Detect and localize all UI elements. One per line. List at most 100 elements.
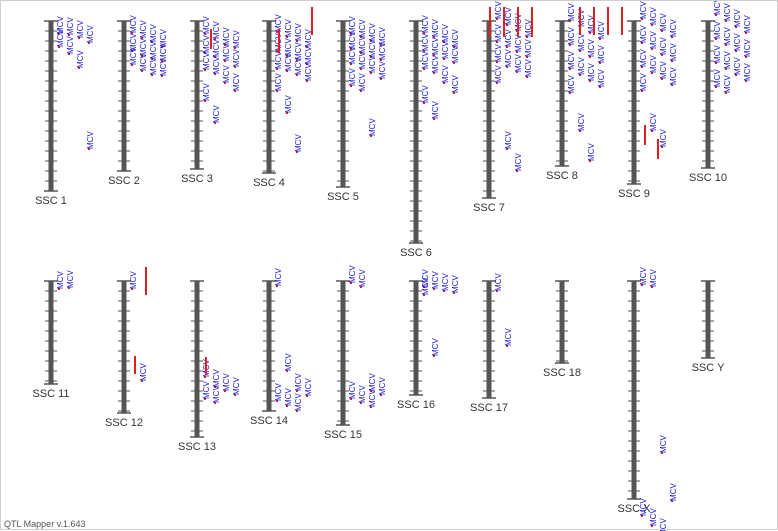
- qtl-marker-dot: [151, 58, 153, 60]
- qtl-marker-dot: [214, 122, 216, 124]
- qtl-label: MCV: [649, 7, 658, 25]
- qtl-marker-dot: [286, 405, 288, 407]
- qtl-label: MCV: [358, 73, 367, 91]
- chromosome-ssc-18: SSC 18: [543, 280, 581, 379]
- qtl-label: MCV: [514, 54, 523, 72]
- qtl-label: MCV: [149, 41, 158, 59]
- qtl-mark: MCV: [713, 21, 722, 40]
- qtl-mark: MCV: [358, 35, 367, 54]
- qtl-marker-dot: [224, 60, 226, 62]
- qtl-mark: MCV: [723, 75, 732, 94]
- qtl-marker-dot: [161, 46, 163, 48]
- qtl-mark: MCV: [284, 388, 293, 407]
- chromosome-bar: [121, 21, 127, 171]
- qtl-label: MCV: [567, 51, 576, 69]
- qtl-marker-dot: [589, 160, 591, 162]
- qtl-mark: MCV: [451, 29, 460, 48]
- qtl-label: MCV: [421, 15, 430, 33]
- chromosome-bar: [559, 21, 565, 166]
- qtl-marker-dot: [141, 380, 143, 382]
- qtl-label: MCV: [743, 63, 752, 81]
- qtl-marker-dot: [735, 74, 737, 76]
- qtl-marker-dot: [423, 294, 425, 296]
- qtl-mark: MCV: [358, 51, 367, 70]
- qtl-label: MCV: [274, 383, 283, 401]
- chromosome-label: SSC 17: [470, 402, 508, 414]
- qtl-mark: MCV: [567, 51, 576, 70]
- qtl-marker-dot: [204, 52, 206, 54]
- qtl-marker-dot: [671, 60, 673, 62]
- qtl-marker-dot: [380, 394, 382, 396]
- qtl-label: MCV: [149, 57, 158, 75]
- qtl-marker-dot: [350, 282, 352, 284]
- qtl-label: MCV: [494, 65, 503, 83]
- qtl-mark: MCV: [659, 61, 668, 80]
- qtl-label: MCV: [222, 373, 231, 391]
- qtl-mark: MCV: [577, 33, 586, 52]
- qtl-marker-dot: [296, 74, 298, 76]
- qtl-label: MCV: [202, 83, 211, 101]
- qtl-label: MCV: [368, 373, 377, 391]
- chromosome-label: SSC 18: [543, 367, 581, 379]
- qtl-marker-dot: [506, 345, 508, 347]
- qtl-marker-dot: [360, 90, 362, 92]
- qtl-mark: MCV: [274, 51, 283, 70]
- qtl-label: MCV: [139, 20, 148, 38]
- qtl-label: MCV: [421, 277, 430, 295]
- chromosome-label: SSC 9: [618, 188, 650, 200]
- qtl-mark: MCV: [378, 377, 387, 396]
- qtl-label: MCV: [639, 73, 648, 91]
- qtl-label: MCV: [232, 49, 241, 67]
- qtl-mark: MCV: [358, 73, 367, 92]
- qtl-mark: MCV: [451, 45, 460, 64]
- chromosome-label: SSC 10: [689, 172, 727, 184]
- qtl-label: MCV: [86, 131, 95, 149]
- qtl-label: MCV: [669, 67, 678, 85]
- qtl-mark: MCV: [733, 57, 742, 76]
- qtl-marker-dot: [641, 42, 643, 44]
- qtl-label: MCV: [56, 29, 65, 47]
- qtl-marker-dot: [735, 26, 737, 28]
- qtl-mark: MCV: [441, 24, 450, 43]
- qtl-mark: MCV: [514, 54, 523, 73]
- qtl-mark: MCV: [86, 131, 95, 150]
- qtl-marker-dot: [496, 41, 498, 43]
- qtl-mark: MCV: [494, 273, 503, 292]
- qtl-marker-dot: [224, 390, 226, 392]
- qtl-mark: MCV: [348, 46, 357, 65]
- qtl-interval-bar: [657, 139, 659, 159]
- qtl-marker-dot: [641, 515, 643, 517]
- qtl-label: MCV: [348, 16, 357, 34]
- qtl-mark: MCV: [713, 45, 722, 64]
- qtl-marker-dot: [370, 390, 372, 392]
- qtl-label: MCV: [723, 75, 732, 93]
- qtl-label: MCV: [733, 9, 742, 27]
- qtl-label: MCV: [284, 95, 293, 113]
- qtl-mark: MCV: [514, 34, 523, 53]
- qtl-marker-dot: [141, 55, 143, 57]
- qtl-label: MCV: [587, 143, 596, 161]
- qtl-mark: MCV: [86, 25, 95, 44]
- qtl-mark: MCV: [368, 373, 377, 392]
- chromosome-label: SSC 7: [473, 202, 505, 214]
- qtl-marker-dot: [204, 69, 206, 71]
- qtl-interval-bar: [311, 7, 313, 35]
- qtl-marker-dot: [306, 63, 308, 65]
- qtl-mark: MCV: [743, 39, 752, 58]
- qtl-label: MCV: [639, 1, 648, 19]
- qtl-marker-dot: [433, 118, 435, 120]
- qtl-mark: MCV: [649, 269, 658, 288]
- qtl-mark: MCV: [304, 46, 313, 65]
- qtl-label: MCV: [587, 15, 596, 33]
- qtl-mark: MCV: [56, 271, 65, 290]
- qtl-marker-dot: [433, 355, 435, 357]
- qtl-marker-dot: [234, 66, 236, 68]
- qtl-label: MCV: [348, 31, 357, 49]
- qtl-marker-dot: [214, 386, 216, 388]
- qtl-label: MCV: [294, 42, 303, 60]
- qtl-mark: MCV: [212, 56, 221, 75]
